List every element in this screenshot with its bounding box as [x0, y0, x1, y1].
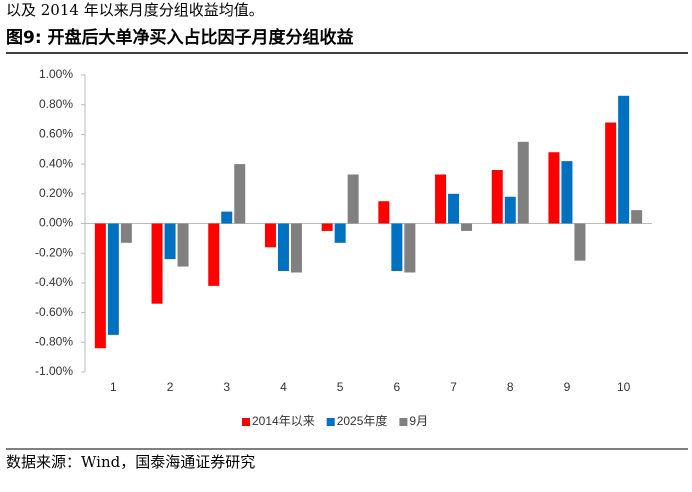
y-tick-label: 0.60%	[39, 127, 73, 141]
legend-label: 2025年度	[337, 413, 388, 428]
bar	[321, 223, 333, 231]
bar	[461, 223, 473, 231]
legend-marker	[326, 418, 335, 426]
bar	[208, 223, 220, 286]
bar	[517, 141, 529, 224]
bar	[378, 201, 390, 224]
x-tick-label: 3	[223, 380, 230, 394]
bar	[151, 223, 163, 304]
chart: -1.00% -0.80% -0.60% -0.40% -0.20% 0.00% 0.20%…	[35, 67, 652, 428]
bar	[391, 223, 403, 272]
y-tick-label: 0.00%	[39, 216, 73, 230]
bar	[221, 211, 233, 224]
x-tick-label: 8	[507, 380, 514, 394]
x-tick-label: 1	[110, 380, 117, 394]
bar	[264, 223, 276, 248]
x-tick-label: 7	[450, 380, 457, 394]
x-tick-label: 4	[280, 380, 287, 394]
y-tick-label: -0.60%	[35, 305, 73, 319]
bar	[574, 223, 586, 261]
x-tick-label: 10	[617, 380, 631, 394]
bar	[277, 223, 289, 272]
bar	[504, 196, 516, 224]
legend-marker	[242, 418, 250, 426]
bar	[107, 223, 119, 335]
source-text: 数据来源：Wind，国泰海通证券研究	[6, 453, 255, 471]
bar	[548, 152, 560, 224]
y-tick-label: 0.80%	[39, 97, 73, 111]
bar	[164, 223, 176, 260]
legend-marker	[399, 418, 408, 426]
bar	[561, 161, 573, 224]
y-tick-label: -0.80%	[35, 334, 73, 348]
bar	[404, 223, 416, 273]
y-tick-label: 0.20%	[39, 186, 73, 200]
bar	[605, 122, 617, 224]
bar	[631, 210, 643, 224]
bar	[435, 174, 447, 224]
bar	[618, 95, 630, 224]
intro-text: 以及 2014 年以来月度分组收益均值。	[6, 1, 264, 19]
y-tick-label: -1.00%	[35, 364, 73, 378]
x-tick-label: 2	[167, 380, 174, 394]
legend-label: 9月	[409, 414, 428, 428]
legend-label: 2014年以来	[252, 414, 315, 428]
bar	[234, 164, 246, 224]
y-tick-label: 1.00%	[39, 67, 73, 81]
bar	[290, 223, 302, 273]
bar	[448, 193, 460, 224]
y-tick-label: -0.20%	[35, 245, 73, 259]
y-tick-label: 0.40%	[39, 156, 73, 170]
bar	[120, 223, 132, 243]
x-tick-label: 5	[337, 380, 344, 394]
bar	[347, 174, 359, 224]
bar	[94, 223, 106, 349]
bar	[491, 170, 503, 224]
bar	[334, 223, 346, 243]
x-tick-label: 9	[564, 380, 571, 394]
figure-title: 图9: 开盘后大单净买入占比因子月度分组收益	[6, 27, 354, 48]
y-tick-label: -0.40%	[35, 275, 73, 289]
x-tick-label: 6	[394, 380, 401, 394]
bar	[177, 223, 189, 267]
